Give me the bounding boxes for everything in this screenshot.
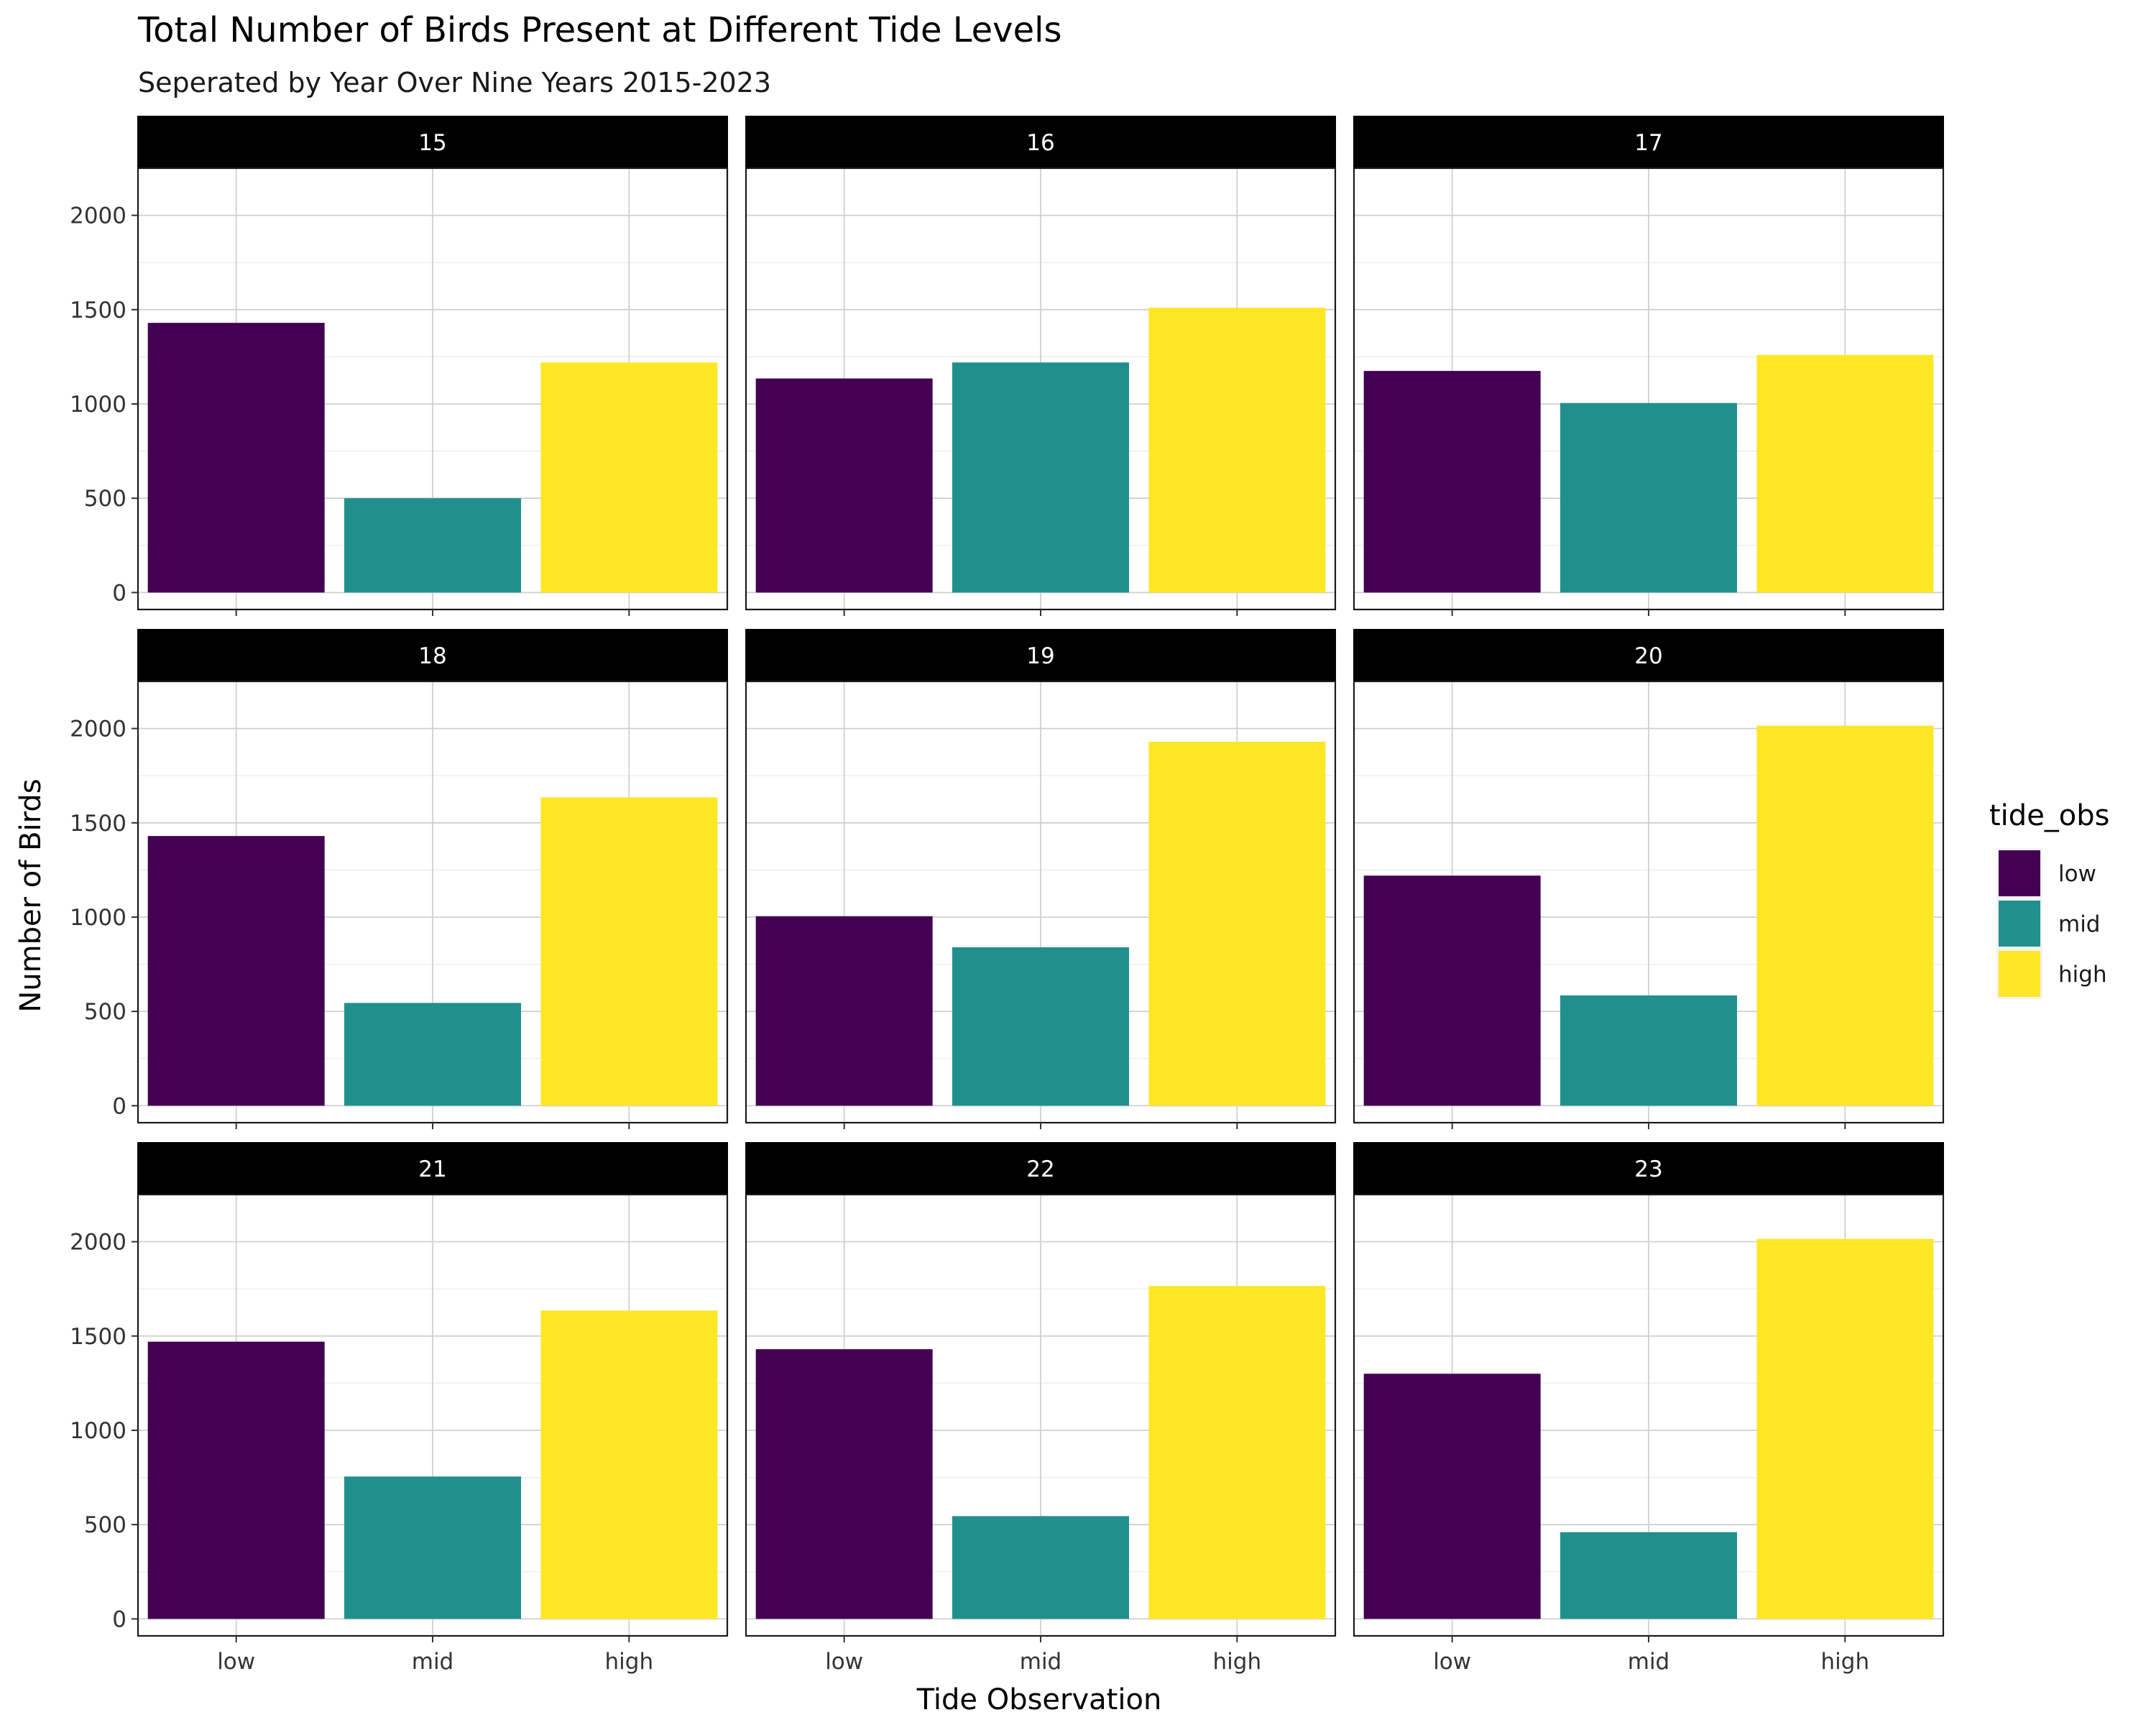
bar-mid	[344, 1003, 521, 1106]
chart-title: Total Number of Birds Present at Differe…	[137, 10, 1061, 50]
x-tick-label: low	[217, 1649, 255, 1675]
strip-label: 22	[1026, 1156, 1054, 1182]
x-tick-label: high	[605, 1649, 654, 1675]
bar-low	[755, 916, 933, 1106]
bar-mid	[1560, 1532, 1737, 1619]
facet-panel-22: 22 low mid high	[745, 1142, 1337, 1675]
chart-subtitle: Seperated by Year Over Nine Years 2015-2…	[138, 67, 771, 98]
y-tick-label: 1500	[70, 298, 126, 323]
bar-high	[1756, 725, 1934, 1106]
strip-label: 17	[1634, 130, 1662, 156]
strip-label: 21	[418, 1156, 446, 1182]
bar-low	[755, 378, 933, 593]
bar-mid	[344, 498, 521, 593]
bar-mid	[1560, 995, 1737, 1106]
bar-mid	[344, 1476, 521, 1619]
legend-swatch-low	[1999, 850, 2040, 896]
facet-panel-15: 15 0 500 1000 1500 2000	[70, 116, 729, 616]
facet-panel-16: 16	[745, 116, 1337, 616]
strip-header	[137, 1142, 728, 1195]
legend-title: tide_obs	[1989, 799, 2110, 832]
strip-label: 18	[418, 643, 446, 669]
bar-mid	[952, 947, 1129, 1106]
facet-panel-23: 23 low mid high	[1353, 1142, 1945, 1675]
bar-high	[1756, 354, 1934, 593]
strip-label: 20	[1634, 643, 1662, 669]
bar-low	[147, 836, 325, 1106]
y-tick-label: 1000	[70, 392, 126, 418]
y-tick-label: 500	[84, 486, 126, 512]
y-tick-label: 0	[112, 580, 126, 606]
y-tick-label: 1500	[70, 811, 126, 837]
bar-high	[1148, 741, 1326, 1106]
x-axis-title: Tide Observation	[916, 1683, 1162, 1716]
strip-header	[137, 629, 728, 682]
bar-high	[540, 1310, 718, 1619]
strip-header	[745, 1142, 1336, 1195]
bar-mid	[952, 1516, 1129, 1619]
legend: tide_obs low mid high	[1989, 799, 2110, 999]
y-tick-label: 2000	[70, 1230, 126, 1256]
y-tick-label: 2000	[70, 717, 126, 742]
y-axis-title: Number of Birds	[14, 778, 47, 1012]
legend-swatch-high	[1999, 951, 2040, 997]
facet-panels: 15 0 500 1000 1500 2000 16 17 18 0 500 1000 1500 2000…	[70, 116, 1945, 1675]
strip-header	[745, 116, 1336, 169]
bar-high	[540, 797, 718, 1106]
y-tick-label: 500	[84, 1512, 126, 1538]
strip-label: 19	[1026, 643, 1054, 669]
x-tick-label: high	[1821, 1649, 1870, 1675]
bar-high	[1148, 308, 1326, 593]
x-tick-label: high	[1213, 1649, 1262, 1675]
x-tick-label: low	[1433, 1649, 1471, 1675]
bar-low	[147, 323, 325, 593]
strip-header	[1353, 116, 1944, 169]
strip-label: 15	[418, 130, 446, 156]
bar-low	[755, 1349, 933, 1619]
bar-high	[1148, 1286, 1326, 1619]
strip-header	[1353, 629, 1944, 682]
y-tick-label: 1500	[70, 1324, 126, 1350]
bar-low	[147, 1341, 325, 1619]
bar-high	[1756, 1238, 1934, 1619]
bar-mid	[1560, 402, 1737, 593]
strip-label: 16	[1026, 130, 1054, 156]
bar-mid	[952, 362, 1129, 593]
facet-panel-21: 21 low mid high 0 500 1000 1500 2000	[70, 1142, 729, 1675]
legend-swatch-mid	[1999, 901, 2040, 947]
facet-panel-19: 19	[745, 629, 1337, 1129]
y-tick-label: 500	[84, 999, 126, 1025]
y-tick-label: 2000	[70, 203, 126, 229]
bar-low	[1363, 1374, 1541, 1619]
x-tick-label: mid	[1628, 1649, 1670, 1675]
legend-label: high	[2058, 962, 2107, 988]
y-tick-label: 0	[112, 1093, 126, 1119]
y-tick-label: 0	[112, 1606, 126, 1632]
x-tick-label: low	[825, 1649, 863, 1675]
strip-label: 23	[1634, 1156, 1662, 1182]
x-tick-label: mid	[412, 1649, 454, 1675]
strip-header	[137, 116, 728, 169]
y-tick-label: 1000	[70, 1418, 126, 1444]
legend-label: mid	[2058, 911, 2101, 937]
facet-panel-18: 18 0 500 1000 1500 2000	[70, 629, 729, 1129]
x-tick-label: mid	[1020, 1649, 1062, 1675]
facet-panel-17: 17	[1353, 116, 1945, 616]
bar-low	[1363, 371, 1541, 593]
bar-high	[540, 362, 718, 593]
bar-low	[1363, 875, 1541, 1106]
y-tick-label: 1000	[70, 905, 126, 931]
facet-panel-20: 20	[1353, 629, 1945, 1129]
strip-header	[745, 629, 1336, 682]
legend-label: low	[2058, 861, 2096, 887]
